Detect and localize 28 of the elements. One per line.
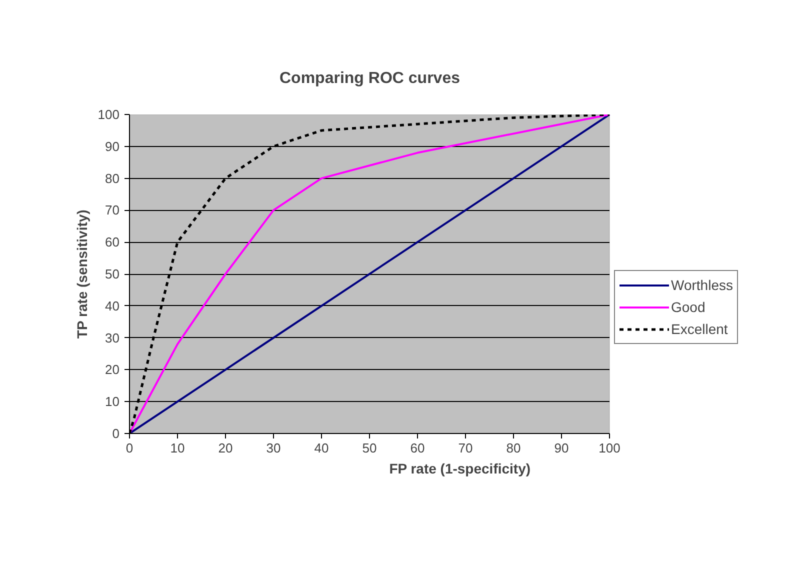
y-tick-label: 70 — [105, 202, 120, 218]
x-axis-title: FP rate (1-specificity) — [389, 460, 531, 476]
y-tick-label: 0 — [112, 426, 120, 441]
x-tick-label: 60 — [410, 440, 425, 456]
y-tick-label: 90 — [105, 138, 120, 154]
x-tick-label: 70 — [458, 440, 473, 456]
y-tick-label: 100 — [98, 107, 120, 122]
x-tick-label: 0 — [126, 440, 134, 456]
x-tick-label: 100 — [598, 440, 620, 456]
y-tick-label: 20 — [105, 362, 120, 378]
legend-label: Worthless — [671, 277, 733, 293]
y-axis-title: TP rate (sensitivity) — [74, 210, 90, 339]
chart-title: Comparing ROC curves — [280, 70, 460, 87]
x-tick-label: 10 — [170, 440, 185, 456]
y-tick-label: 80 — [105, 170, 120, 186]
y-tick-label: 60 — [105, 234, 120, 250]
x-tick-label: 20 — [218, 440, 233, 456]
x-tick-label: 80 — [506, 440, 521, 456]
legend-label: Good — [671, 299, 706, 315]
x-tick-label: 40 — [314, 440, 329, 456]
y-tick-label: 40 — [105, 298, 120, 314]
y-tick-label: 10 — [105, 394, 120, 410]
y-tick-label: 50 — [105, 266, 120, 282]
x-tick-label: 90 — [554, 440, 569, 456]
x-tick-label: 50 — [362, 440, 377, 456]
legend-label: Excellent — [671, 321, 728, 337]
x-tick-label: 30 — [266, 440, 281, 456]
y-tick-label: 30 — [105, 330, 120, 346]
